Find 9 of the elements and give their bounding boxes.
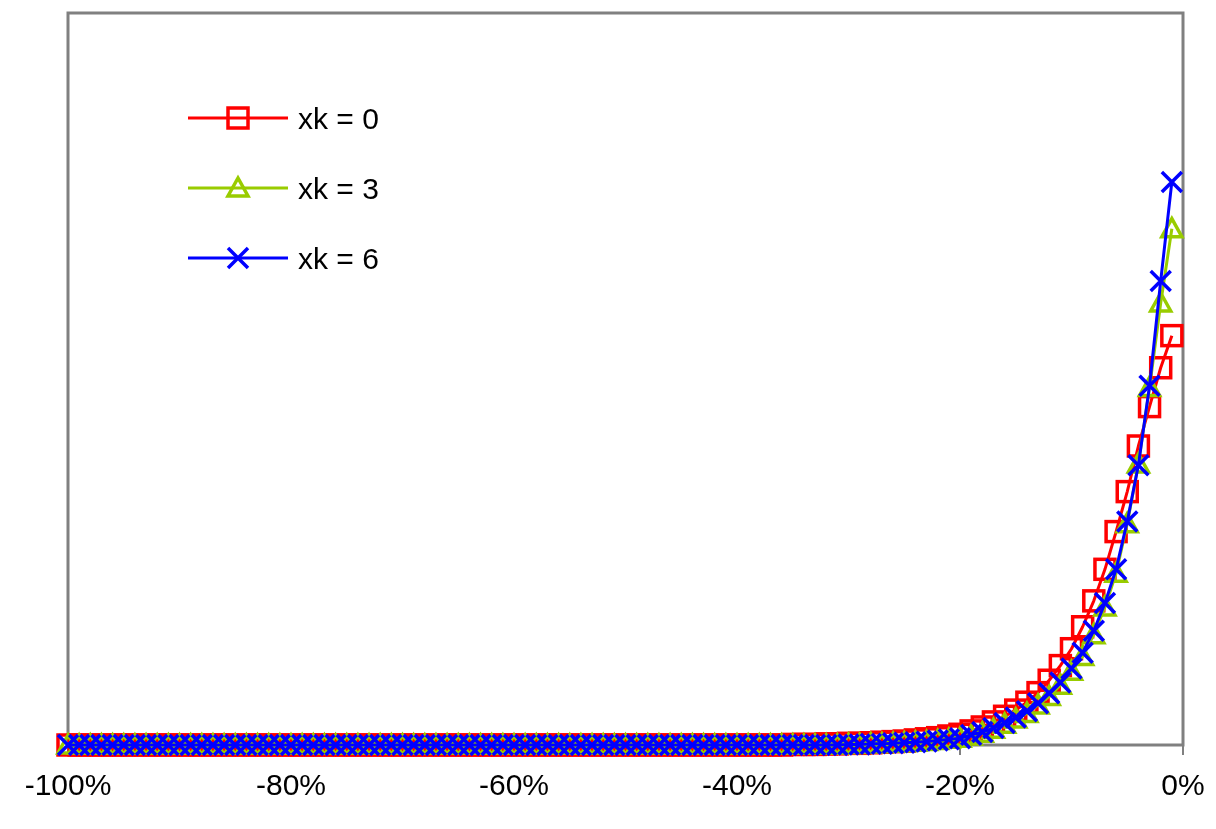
legend-label: xk = 3: [298, 172, 379, 205]
legend-label: xk = 0: [298, 102, 379, 135]
x-tick-label: -100%: [24, 768, 112, 801]
x-tick-label: 0%: [1161, 768, 1205, 801]
x-tick-label: -60%: [478, 768, 550, 801]
x-tick-label: -40%: [701, 768, 773, 801]
x-tick-label: -80%: [255, 768, 327, 801]
legend-label: xk = 6: [298, 242, 379, 275]
x-tick-label: -20%: [924, 768, 996, 801]
